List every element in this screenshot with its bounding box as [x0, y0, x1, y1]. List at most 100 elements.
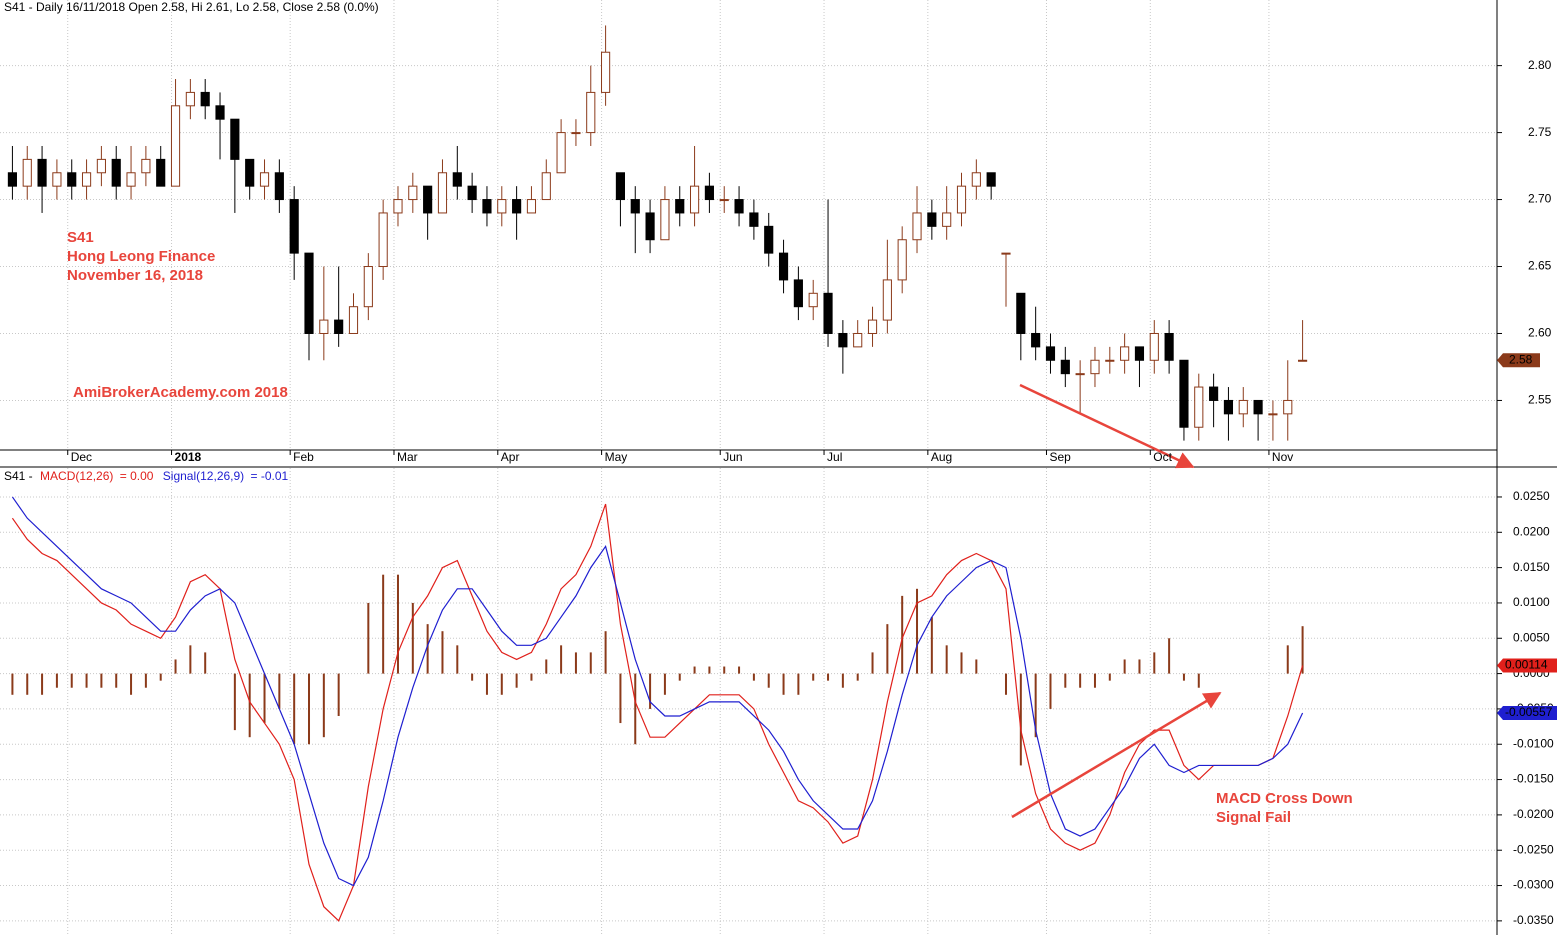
candle-body [37, 158, 47, 187]
x-tick-label: Apr [501, 450, 520, 464]
candle-body [1164, 332, 1174, 361]
y-tick-label: 2.65 [1528, 259, 1552, 273]
histogram-bar [530, 673, 533, 681]
histogram-bar [337, 673, 340, 716]
candle-body [808, 292, 818, 308]
candle-body [1060, 359, 1070, 375]
candle-body [704, 185, 714, 201]
y-tick-label: 0.0150 [1513, 560, 1550, 574]
histogram-bar [41, 673, 44, 695]
histogram-bar [233, 673, 236, 731]
candle-body [259, 172, 270, 187]
candle-body [882, 279, 892, 321]
candle-body [645, 212, 655, 241]
histogram-bar [752, 673, 755, 681]
candle-body [734, 199, 744, 214]
candle-body [319, 319, 329, 334]
histogram-bar [130, 673, 133, 695]
candle-body [393, 199, 403, 214]
candle-body [81, 172, 92, 187]
candle-body [630, 199, 640, 214]
candle-body [1268, 413, 1278, 416]
histogram-bar [1049, 673, 1052, 709]
histogram-bar [649, 673, 652, 709]
histogram-bar [1197, 673, 1200, 688]
candle-body [363, 266, 373, 308]
histogram-bar [1064, 673, 1067, 688]
candle-body [126, 172, 136, 187]
candle-body [185, 91, 195, 107]
histogram-bar [1019, 673, 1022, 766]
candle-body [467, 185, 477, 201]
histogram-bar [426, 624, 429, 674]
y-tick-label: -0.0250 [1513, 842, 1554, 856]
candle-body [956, 185, 967, 214]
x-tick-label: Jun [723, 450, 742, 464]
candle-body [526, 199, 537, 214]
histogram-bar [1004, 673, 1007, 695]
last-value-label: -0.00557 [1505, 705, 1553, 719]
x-tick-label: Sep [1049, 450, 1071, 464]
histogram-bar [263, 673, 266, 724]
y-tick-label: 2.75 [1528, 125, 1552, 139]
histogram-bar [930, 617, 933, 674]
candle-body [482, 199, 492, 214]
candle-body [719, 199, 729, 202]
marks-layer [7, 25, 1308, 922]
candle-body [571, 132, 581, 135]
candle-body [1120, 346, 1130, 361]
candle-body [823, 292, 833, 334]
y-tick-label: -0.0200 [1513, 807, 1554, 821]
candle-body [497, 199, 507, 214]
candle-body [156, 158, 166, 187]
arrow [1019, 383, 1195, 469]
histogram-bar [1079, 673, 1082, 688]
x-tick-label: Nov [1272, 450, 1293, 464]
candle-body [437, 172, 448, 214]
histogram-bar [1123, 659, 1126, 674]
candle-body [334, 319, 344, 334]
histogram-bar [634, 673, 637, 745]
candle-body [689, 185, 700, 214]
candle-body [793, 279, 803, 308]
legend-value: = -0.01 [251, 469, 289, 483]
candle-body [348, 306, 359, 334]
legend-value: = 0.00 [120, 469, 154, 483]
candle-body [1001, 252, 1011, 255]
candle-body [289, 199, 299, 254]
candle-body [764, 225, 774, 254]
histogram-bar [589, 652, 592, 674]
candle-body [986, 172, 996, 187]
histogram-bar [100, 673, 103, 688]
y-tick-label: 0.0250 [1513, 489, 1550, 503]
histogram-bar [886, 624, 889, 674]
last-value-box [1497, 705, 1557, 720]
histogram-bar [619, 673, 622, 724]
histogram-bar [916, 588, 919, 674]
candle-body [1045, 346, 1056, 361]
histogram-bar [812, 673, 815, 681]
histogram-bar [901, 595, 904, 674]
candle-body [615, 172, 626, 201]
candle-body [141, 158, 151, 174]
histogram-bar [975, 659, 978, 674]
y-tick-label: 2.70 [1528, 192, 1552, 206]
histogram-bar [678, 673, 681, 681]
annotation: S41 [67, 229, 94, 246]
candle-body [1016, 292, 1026, 334]
histogram-bar [545, 659, 548, 674]
y-tick-label: 2.80 [1528, 58, 1552, 72]
candle-body [942, 212, 952, 227]
histogram-bar [1301, 626, 1304, 674]
annotation: MACD Cross Down [1216, 790, 1353, 807]
candle-body [1223, 399, 1234, 415]
candle-body [52, 172, 62, 187]
y-tick-label: -0.0150 [1513, 772, 1554, 786]
histogram-bar [560, 645, 563, 674]
candle-body [1298, 359, 1308, 362]
candle-body [67, 172, 77, 187]
histogram-bar [85, 673, 88, 688]
grid-layer [0, 0, 1497, 935]
candle-body [541, 172, 551, 201]
